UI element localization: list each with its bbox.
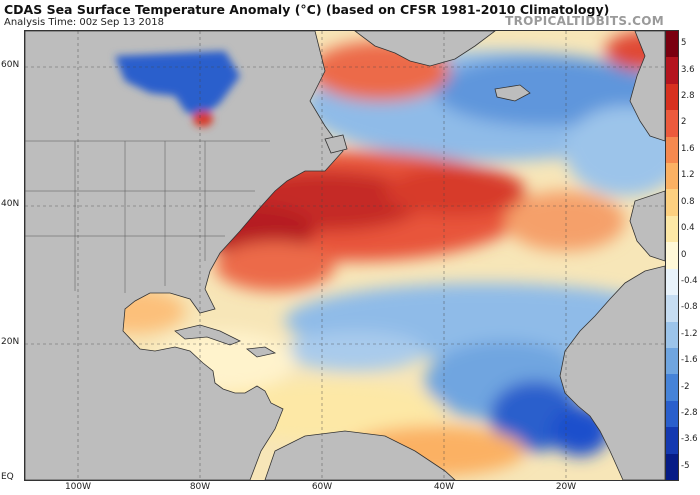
colorbar-segment [666, 374, 678, 402]
colorbar-segment [666, 163, 678, 190]
iceland [494, 84, 531, 102]
lon-label-100w: 100W [64, 482, 92, 492]
south-america [264, 430, 456, 480]
hispaniola [245, 346, 277, 358]
analysis-time: Analysis Time: 00z Sep 13 2018 [4, 17, 164, 28]
colorbar-segment [666, 31, 678, 58]
europe [629, 31, 665, 142]
lon-label-40w: 40W [433, 482, 455, 492]
colorbar-label: -1.6 [681, 355, 698, 366]
colorbar-label: 0.4 [681, 223, 695, 234]
colorbar-label: 3.6 [681, 64, 695, 75]
colorbar-label: 2.8 [681, 91, 695, 102]
colorbar-label: -2.8 [681, 407, 698, 418]
cuba [174, 324, 241, 346]
colorbar-segment [666, 242, 678, 270]
hudson-bay-water [115, 51, 240, 127]
colorbar-segment [666, 400, 678, 428]
site-watermark: TROPICALTIDBITS.COM [505, 14, 664, 28]
north-america [25, 31, 344, 480]
colorbar-segment [666, 453, 678, 481]
colorbar-segment [666, 83, 678, 111]
lat-label-eq: EQ [1, 472, 14, 482]
map-canvas [25, 31, 665, 480]
colorbar-label: 5 [681, 38, 687, 49]
iberia [629, 190, 665, 262]
colorbar-segment [666, 427, 678, 455]
colorbar-label: -5 [681, 460, 690, 471]
lon-label-80w: 80W [189, 482, 211, 492]
africa [559, 265, 665, 480]
state-borders [25, 140, 270, 293]
lon-label-60w: 60W [311, 482, 333, 492]
lon-label-20w: 20W [555, 482, 577, 492]
lat-label-40n: 40N [1, 199, 20, 209]
colorbar-label: 1.2 [681, 170, 695, 181]
colorbar-segment [666, 189, 678, 217]
colorbar-segment [666, 347, 678, 375]
colorbar-label: 0.8 [681, 196, 695, 207]
lat-label-60n: 60N [1, 60, 20, 70]
sst-anomaly-map [24, 30, 666, 481]
colorbar-segment [666, 295, 678, 323]
land-masses [25, 31, 665, 480]
greenland [354, 31, 496, 67]
colorbar-label: -3.6 [681, 434, 698, 445]
colorbar-label: -2 [681, 381, 690, 392]
lat-label-20n: 20N [1, 337, 20, 347]
colorbar-label: 1.6 [681, 143, 695, 154]
colorbar-segment [666, 321, 678, 349]
colorbar-segment [666, 215, 678, 243]
colorbar-segment [666, 57, 678, 85]
map-title: CDAS Sea Surface Temperature Anomaly (°C… [4, 2, 610, 17]
graticule [25, 31, 665, 480]
colorbar-label: 0 [681, 249, 687, 260]
colorbar-label: -0.8 [681, 302, 698, 313]
colorbar-segment [666, 136, 678, 164]
colorbar-segment [666, 268, 678, 296]
colorbar-label: 2 [681, 117, 687, 128]
newfoundland [324, 134, 348, 154]
colorbar [665, 30, 679, 481]
colorbar-segment [666, 110, 678, 138]
colorbar-label: -1.2 [681, 328, 698, 339]
colorbar-label: -0.4 [681, 275, 698, 286]
